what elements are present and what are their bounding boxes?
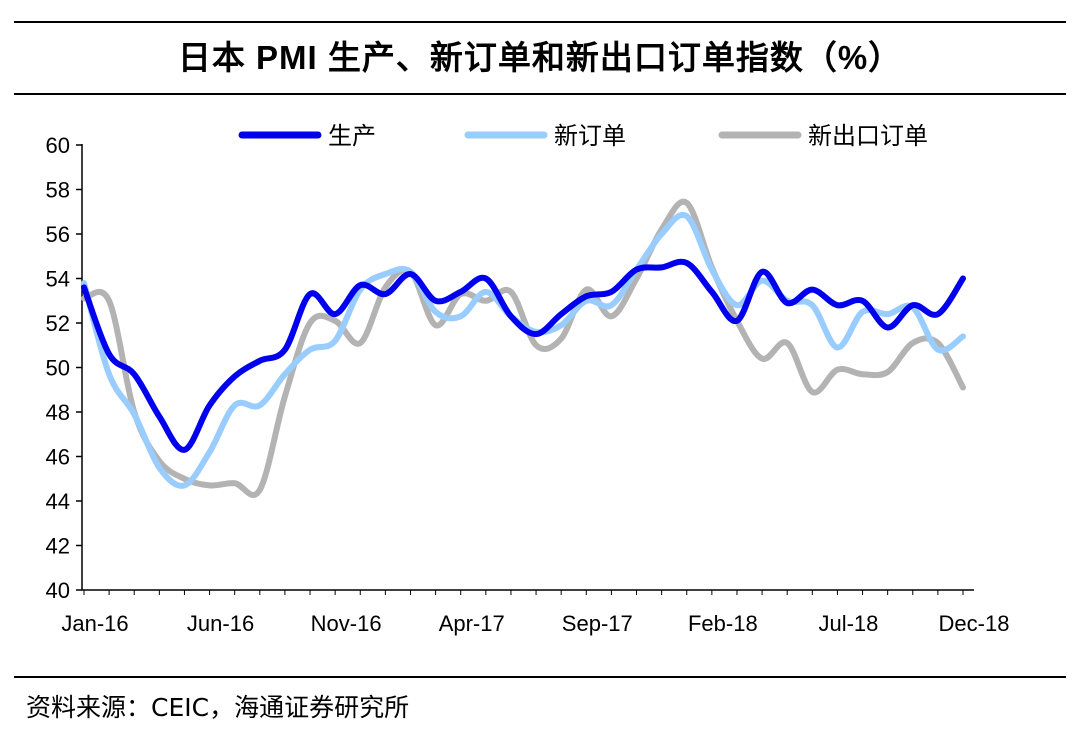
x-tick-label: Jun-16: [187, 611, 254, 636]
x-tick-label: Dec-18: [939, 611, 1010, 636]
y-tick-label: 60: [46, 133, 70, 158]
axes: 40 42 44 46 48 50 52 54 56 58 60 Jan-16 Jun-16 Nov-16…: [46, 133, 1010, 636]
x-tick-label: Feb-18: [688, 611, 758, 636]
y-tick-label: 44: [46, 489, 70, 514]
y-tick-label: 54: [46, 267, 70, 292]
y-tick-label: 58: [46, 178, 70, 203]
x-tick-label: Sep-17: [562, 611, 633, 636]
y-tick-label: 46: [46, 445, 70, 470]
y-tick-label: 48: [46, 400, 70, 425]
x-tick-label: Apr-17: [439, 611, 505, 636]
legend-label: 新订单: [554, 122, 626, 150]
x-tick-label: Jan-16: [61, 611, 128, 636]
series-lines: [81, 198, 966, 498]
legend-label: 新出口订单: [808, 122, 928, 150]
x-tick-label: Nov-16: [311, 611, 382, 636]
series-line-新出口订单: [81, 198, 966, 498]
y-tick-label: 56: [46, 222, 70, 247]
line-chart: 40 42 44 46 48 50 52 54 56 58 60 Jan-16 Jun-16 Nov-16…: [46, 122, 1010, 636]
bottom-rule: [14, 676, 1066, 678]
y-tick-label: 42: [46, 534, 70, 559]
y-tick-label: 52: [46, 311, 70, 336]
x-tick-label: Jul-18: [818, 611, 878, 636]
source-note: 资料来源：CEIC，海通证券研究所: [26, 693, 410, 722]
top-rule: [14, 21, 1066, 23]
chart-title: 日本 PMI 生产、新订单和新出口订单指数（%）: [177, 39, 903, 76]
series-line-新订单: [81, 211, 966, 489]
series-line-生产: [81, 258, 966, 453]
y-tick-label: 50: [46, 356, 70, 381]
legend: 生产 新订单 新出口订单: [238, 122, 928, 150]
legend-label: 生产: [328, 122, 376, 150]
title-rule: [14, 93, 1066, 95]
y-tick-label: 40: [46, 578, 70, 603]
